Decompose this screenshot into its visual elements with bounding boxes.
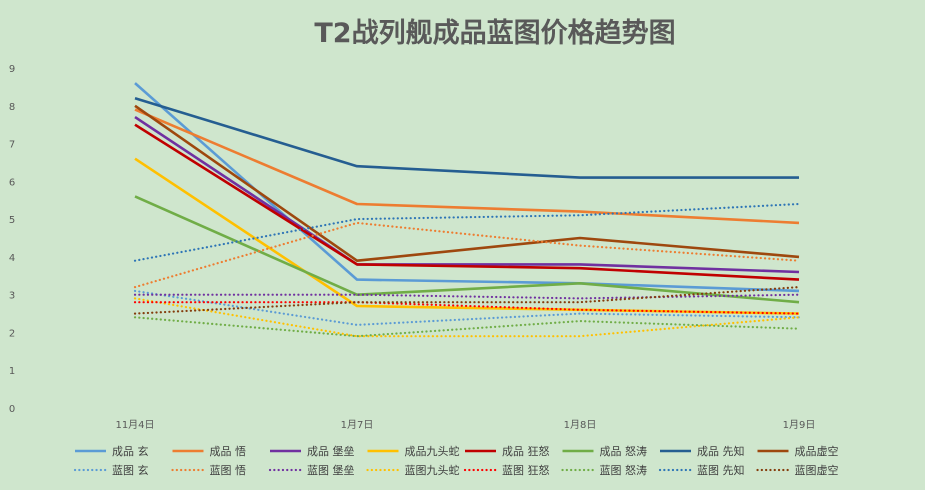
legend-label: 成品 怒涛 xyxy=(600,444,648,458)
legend-label: 成品 先知 xyxy=(697,444,745,458)
series-line xyxy=(134,195,800,304)
legend-label: 成品 狂怒 xyxy=(502,444,550,458)
x-tick-label: 1月7日 xyxy=(341,419,374,431)
y-tick-label: 3 xyxy=(9,291,15,302)
legend-label: 成品 悟 xyxy=(210,444,247,458)
legend-label: 蓝图 堡垒 xyxy=(307,463,355,477)
series-line xyxy=(134,123,800,281)
x-tick-label: 1月8日 xyxy=(564,419,597,431)
series-lines xyxy=(133,82,801,338)
legend-label: 成品虚空 xyxy=(795,444,839,458)
series-line xyxy=(134,104,800,263)
x-axis-tick-labels: 11月4日 1月7日 1月8日 1月9日 xyxy=(115,419,815,431)
y-tick-label: 0 xyxy=(9,404,15,415)
legend-label: 蓝图 怒涛 xyxy=(600,463,648,477)
series-line xyxy=(134,108,800,225)
y-tick-label: 9 xyxy=(9,64,15,75)
legend-label: 蓝图九头蛇 xyxy=(405,463,460,477)
series-line xyxy=(134,82,800,293)
y-tick-label: 7 xyxy=(9,140,15,151)
series-line xyxy=(133,316,801,338)
y-tick-label: 8 xyxy=(9,102,15,113)
x-tick-label: 1月9日 xyxy=(783,419,816,431)
series-line xyxy=(134,116,800,274)
series-line xyxy=(133,297,801,338)
y-tick-label: 5 xyxy=(9,215,15,226)
chart-title: T2战列舰成品蓝图价格趋势图 xyxy=(314,17,675,49)
legend-label: 蓝图 悟 xyxy=(210,463,247,477)
legend-label: 成品 玄 xyxy=(112,444,149,458)
x-tick-label: 11月4日 xyxy=(115,419,154,431)
y-axis-tick-labels: 0 1 2 3 4 5 6 7 8 9 xyxy=(9,64,15,415)
series-line xyxy=(133,293,801,300)
legend-label: 蓝图虚空 xyxy=(795,463,839,477)
series-line xyxy=(133,286,801,315)
legend-label: 蓝图 先知 xyxy=(697,463,745,477)
series-line xyxy=(133,221,801,289)
series-line xyxy=(133,301,801,315)
legend-label: 蓝图 狂怒 xyxy=(502,463,550,477)
y-tick-label: 6 xyxy=(9,177,15,188)
y-tick-label: 1 xyxy=(9,366,15,377)
legend-label: 蓝图 玄 xyxy=(112,463,149,477)
y-tick-label: 2 xyxy=(9,328,15,339)
y-tick-label: 4 xyxy=(9,253,15,264)
series-line xyxy=(133,202,801,262)
legend-label: 成品 堡垒 xyxy=(307,444,355,458)
legend-label: 成品九头蛇 xyxy=(405,444,460,458)
series-line xyxy=(134,96,799,179)
legend: 成品 玄 成品 悟 成品 堡垒 成品九头蛇 成品 狂怒 成品 怒涛 成品 先知 成品虚空蓝图 … xyxy=(73,444,839,477)
